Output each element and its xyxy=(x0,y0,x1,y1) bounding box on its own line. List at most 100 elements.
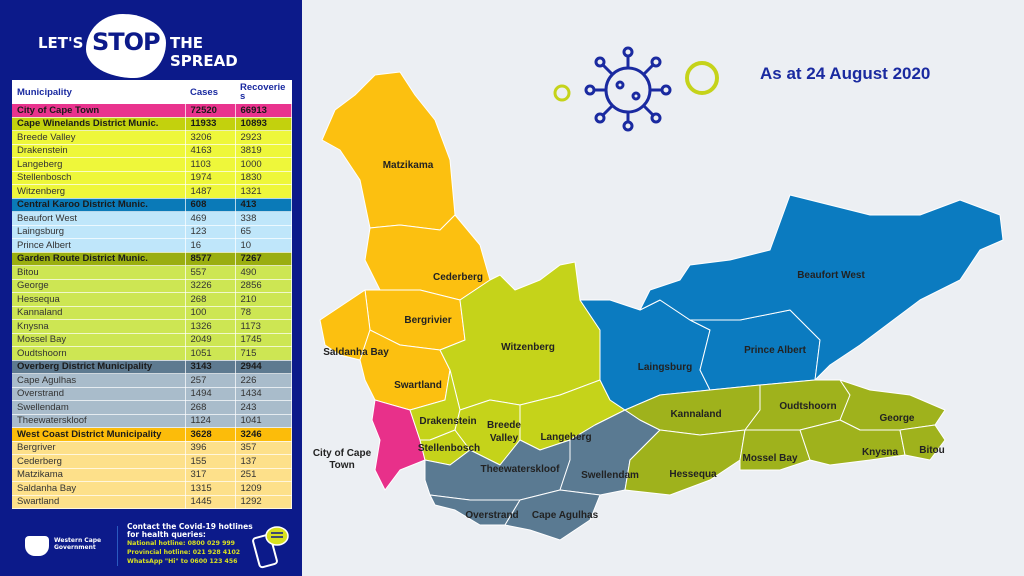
table-row: Drakenstein 4163 3819 xyxy=(12,144,292,158)
decor-circle-small xyxy=(553,84,571,102)
cell-name: Garden Route District Munic. xyxy=(12,252,186,266)
provincial-hotline: Provincial hotline: 021 928 4102 xyxy=(127,549,241,556)
table-row: Cape Agulhas 257 226 xyxy=(12,373,292,388)
table-row: Hessequa 268 210 xyxy=(12,292,292,307)
cell-recoveries: 2923 xyxy=(235,130,292,145)
cell-cases: 8577 xyxy=(185,252,236,266)
label-cape-town-line2: Town xyxy=(329,460,355,471)
cell-recoveries: 357 xyxy=(235,441,292,455)
label-beaufort-west: Beaufort West xyxy=(797,270,865,281)
cell-cases: 1487 xyxy=(185,184,236,199)
logo-text-stop: STOP xyxy=(92,28,161,56)
cell-name: Beaufort West xyxy=(12,211,186,226)
cell-name: Overstrand xyxy=(12,387,186,401)
region-cape-agulhas xyxy=(504,489,601,541)
cell-cases: 155 xyxy=(185,454,236,469)
cell-cases: 1103 xyxy=(185,157,236,172)
table-row: Laingsburg 123 65 xyxy=(12,225,292,239)
cell-cases: 1494 xyxy=(185,387,236,401)
table-row: George 3226 2856 xyxy=(12,279,292,293)
region-overstrand xyxy=(429,494,521,526)
cell-name: Matzikama xyxy=(12,468,186,482)
cell-name: Mossel Bay xyxy=(12,333,186,347)
table-row: Mossel Bay 2049 1745 xyxy=(12,333,292,347)
cell-recoveries: 226 xyxy=(235,373,292,388)
cell-recoveries: 65 xyxy=(235,225,292,239)
cell-name: Overberg District Municipality xyxy=(12,360,186,374)
cell-cases: 396 xyxy=(185,441,236,455)
cell-cases: 3206 xyxy=(185,130,236,145)
stop-the-spread-logo: LET'S STOP THE SPREAD xyxy=(38,14,268,78)
label-theewaterskloof: Theewaterskloof xyxy=(481,464,561,475)
cell-recoveries: 1745 xyxy=(235,333,292,347)
cell-recoveries: 715 xyxy=(235,346,292,361)
cell-recoveries: 1000 xyxy=(235,157,292,172)
cell-recoveries: 2856 xyxy=(235,279,292,293)
table-row: Kannaland 100 78 xyxy=(12,306,292,320)
table-row: Overstrand 1494 1434 xyxy=(12,387,292,401)
cell-recoveries: 210 xyxy=(235,292,292,307)
cell-cases: 1051 xyxy=(185,346,236,361)
cell-name: Stellenbosch xyxy=(12,171,186,185)
cell-recoveries: 1173 xyxy=(235,319,292,334)
label-swellendam: Swellendam xyxy=(581,470,639,481)
table-row: Breede Valley 3206 2923 xyxy=(12,130,292,145)
cell-name: Swartland xyxy=(12,495,186,509)
cell-cases: 3226 xyxy=(185,279,236,293)
cell-name: Prince Albert xyxy=(12,238,186,253)
logo-text-lets: LET'S xyxy=(38,34,84,52)
decor-circle-large xyxy=(685,61,719,95)
cell-recoveries: 1292 xyxy=(235,495,292,509)
label-overstrand: Overstrand xyxy=(465,510,518,521)
table-row: Oudtshoorn 1051 715 xyxy=(12,346,292,361)
cell-cases: 11933 xyxy=(185,117,236,131)
cell-recoveries: 1830 xyxy=(235,171,292,185)
cell-recoveries: 137 xyxy=(235,454,292,469)
cell-name: Central Karoo District Munic. xyxy=(12,198,186,212)
label-witzenberg: Witzenberg xyxy=(501,342,555,353)
cell-recoveries: 7267 xyxy=(235,252,292,266)
cell-recoveries: 1209 xyxy=(235,481,292,496)
cell-name: Cederberg xyxy=(12,454,186,469)
table-row: Cederberg 155 137 xyxy=(12,454,292,469)
cell-name: Langeberg xyxy=(12,157,186,172)
cell-recoveries: 3246 xyxy=(235,427,292,442)
cell-recoveries: 413 xyxy=(235,198,292,212)
cell-cases: 1974 xyxy=(185,171,236,185)
region-bitou xyxy=(899,424,946,461)
government-name: Western Cape Government xyxy=(54,537,101,551)
cell-recoveries: 243 xyxy=(235,400,292,415)
label-prince-albert: Prince Albert xyxy=(744,345,807,356)
cell-cases: 257 xyxy=(185,373,236,388)
cell-name: Knysna xyxy=(12,319,186,334)
logo-blob xyxy=(86,14,166,78)
cell-name: Bitou xyxy=(12,265,186,280)
table-row: Beaufort West 469 338 xyxy=(12,211,292,226)
cell-recoveries: 1041 xyxy=(235,414,292,428)
cell-cases: 268 xyxy=(185,400,236,415)
cell-name: Cape Agulhas xyxy=(12,373,186,388)
table-row: Swartland 1445 1292 xyxy=(12,495,292,509)
district-row: Garden Route District Munic. 8577 7267 xyxy=(12,252,292,266)
cell-name: Theewaterskloof xyxy=(12,414,186,428)
cell-name: West Coast District Municipality xyxy=(12,427,186,442)
district-row: West Coast District Municipality 3628 3246 xyxy=(12,427,292,442)
cell-recoveries: 2944 xyxy=(235,360,292,374)
cell-cases: 2049 xyxy=(185,333,236,347)
table-row: Theewaterskloof 1124 1041 xyxy=(12,414,292,428)
cell-cases: 557 xyxy=(185,265,236,280)
region-beaufort-west xyxy=(639,194,1004,381)
cell-cases: 317 xyxy=(185,468,236,482)
label-stellenbosch: Stellenbosch xyxy=(418,443,480,454)
cell-name: Cape Winelands District Munic. xyxy=(12,117,186,131)
cell-cases: 123 xyxy=(185,225,236,239)
cell-cases: 16 xyxy=(185,238,236,253)
label-breede-1: Breede xyxy=(487,420,521,431)
cell-name: Oudtshoorn xyxy=(12,346,186,361)
table-row: Prince Albert 16 10 xyxy=(12,238,292,253)
cell-cases: 100 xyxy=(185,306,236,320)
label-breede-2: Valley xyxy=(490,433,519,444)
cell-name: Saldanha Bay xyxy=(12,481,186,496)
label-swartland: Swartland xyxy=(394,380,442,391)
district-row: Cape Winelands District Munic. 11933 10893 xyxy=(12,117,292,131)
